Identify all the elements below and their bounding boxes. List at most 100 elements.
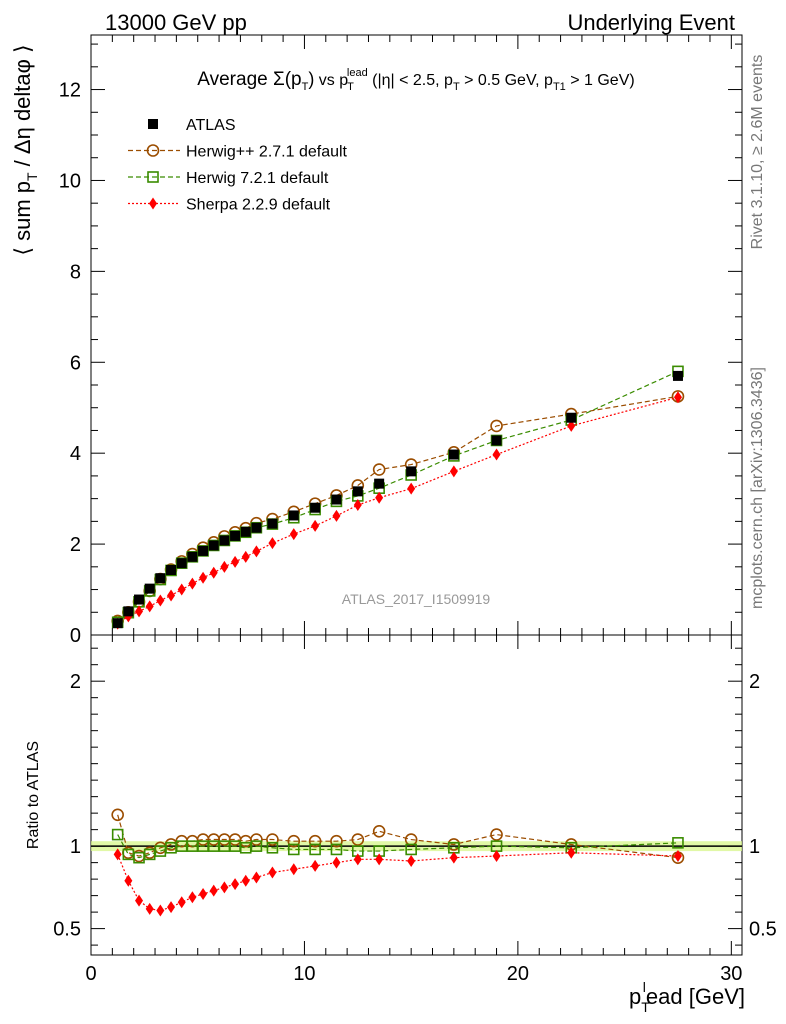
point-atlas [448, 449, 459, 460]
line-sherpa-2-2-9-default [117, 396, 679, 625]
ratio-point-herwig-7-2-1-default [111, 828, 124, 841]
legend: ATLAS Herwig++ 2.7.1 default Herwig 7.2.1 … [128, 117, 348, 214]
y-tick-label-main: 12 [59, 80, 81, 102]
point-atlas [406, 466, 417, 477]
y-tick-label-main: 10 [59, 170, 81, 192]
point-atlas [123, 606, 134, 617]
point-atlas [219, 535, 230, 546]
line-herwig-7-2-1-default [117, 370, 679, 623]
ratio-point-sherpa-2-2-9-default [113, 848, 122, 861]
point-sherpa-2-2-9-default [220, 560, 229, 573]
ratio-point-herwig-2-7-1-default [351, 833, 365, 846]
y-tick-label-main: 6 [70, 352, 81, 374]
ratio-point-sherpa-2-2-9-default [209, 884, 218, 897]
rivet-label: Rivet 3.1.10, ≥ 2.6M events [749, 55, 766, 250]
ratio-point-herwig-2-7-1-default [490, 828, 503, 841]
header-left: 13000 GeV pp [105, 10, 247, 35]
chart-title: Average Σ(pT) vs pTlead (|η| < 2.5, pT >… [197, 67, 634, 93]
y-tick-label-ratio-right: 1 [749, 836, 760, 858]
line-herwig-2-7-1-default [117, 395, 679, 622]
ratio-point-herwig-7-2-1-default [405, 843, 417, 856]
y-tick-label-ratio: 2 [70, 671, 81, 693]
header-right: Underlying Event [567, 10, 735, 35]
ratio-point-sherpa-2-2-9-default [673, 850, 682, 863]
point-sherpa-2-2-9-default [289, 528, 298, 541]
point-sherpa-2-2-9-default [145, 600, 154, 613]
ratio-point-sherpa-2-2-9-default [375, 853, 384, 866]
ratio-panel-frame [90, 634, 743, 956]
point-sherpa-2-2-9-default [567, 419, 576, 432]
ratio-point-herwig-7-2-1-default [330, 843, 343, 856]
legend-marker-atlas [148, 119, 158, 129]
ratio-line-herwig-7-2-1-default [117, 834, 678, 859]
x-tick-label: 20 [507, 963, 529, 985]
ratio-point-herwig-2-7-1-default [111, 808, 124, 822]
ratio-point-sherpa-2-2-9-default [567, 846, 576, 859]
point-sherpa-2-2-9-default [407, 482, 416, 495]
point-atlas [208, 540, 219, 551]
point-atlas [134, 594, 145, 605]
point-sherpa-2-2-9-default [156, 594, 165, 607]
ratio-point-sherpa-2-2-9-default [135, 894, 144, 907]
point-atlas [288, 510, 299, 521]
xlabel: pTlead [GeV] [629, 979, 745, 1015]
ratio-point-sherpa-2-2-9-default [241, 874, 250, 887]
ratio-point-sherpa-2-2-9-default [252, 871, 261, 884]
ratio-point-sherpa-2-2-9-default [220, 881, 229, 894]
y-tick-label-main: 0 [70, 625, 81, 647]
ratio-point-herwig-7-2-1-default [250, 840, 263, 852]
ratio-point-sherpa-2-2-9-default [231, 878, 240, 891]
y-tick-label-ratio-right: 2 [749, 671, 760, 693]
point-atlas [198, 545, 209, 556]
y-tick-label-main: 2 [70, 534, 81, 556]
point-sherpa-2-2-9-default [177, 583, 186, 596]
point-sherpa-2-2-9-default [353, 499, 362, 511]
legend-marker-herwig-2-7-1-default [146, 144, 160, 157]
ratio-point-sherpa-2-2-9-default [449, 851, 458, 864]
point-herwig-2-7-1-default [372, 463, 386, 476]
ratio-axes: 0 10 20 30 0.5 0.5 1 1 2 2 [53, 635, 777, 985]
point-atlas [566, 412, 577, 423]
point-atlas [187, 551, 198, 562]
ratio-series [111, 808, 685, 917]
y-tick-label-main: 8 [70, 261, 81, 283]
point-sherpa-2-2-9-default [332, 509, 341, 522]
point-atlas [230, 530, 241, 541]
x-tick-label: 0 [85, 963, 96, 985]
point-sherpa-2-2-9-default [199, 571, 208, 584]
ratio-point-herwig-7-2-1-default [287, 843, 300, 856]
point-sherpa-2-2-9-default [231, 555, 240, 568]
ratio-ylabel: Ratio to ATLAS [25, 741, 42, 849]
ratio-point-sherpa-2-2-9-default [492, 850, 501, 863]
ratio-point-herwig-2-7-1-default [308, 834, 322, 848]
ratio-point-sherpa-2-2-9-default [156, 904, 165, 917]
point-atlas [240, 526, 251, 537]
ratio-point-sherpa-2-2-9-default [167, 901, 176, 914]
ratio-point-herwig-2-7-1-default [287, 834, 301, 848]
legend-label-herwig-2-7-1-default: Herwig++ 2.7.1 default [186, 144, 348, 161]
ratio-point-sherpa-2-2-9-default [188, 891, 197, 904]
point-atlas [672, 370, 683, 381]
point-sherpa-2-2-9-default [375, 491, 384, 504]
ratio-point-herwig-7-2-1-default [266, 841, 279, 854]
y-tick-label-main: 4 [70, 443, 81, 465]
ratio-point-herwig-7-2-1-default [672, 837, 684, 849]
ratio-line-herwig-2-7-1-default [117, 814, 679, 859]
point-atlas [251, 522, 262, 533]
point-sherpa-2-2-9-default [241, 550, 250, 563]
point-atlas [267, 518, 278, 529]
main-series [111, 365, 685, 630]
ratio-point-sherpa-2-2-9-default [407, 854, 416, 867]
point-sherpa-2-2-9-default [673, 391, 682, 404]
ratio-point-sherpa-2-2-9-default [289, 863, 298, 876]
ratio-point-herwig-2-7-1-default [250, 833, 263, 846]
main-axes: 0 2 4 6 8 10 12 [59, 35, 742, 647]
point-atlas [166, 565, 177, 575]
legend-label-herwig-7-2-1-default: Herwig 7.2.1 default [186, 170, 329, 187]
point-atlas [331, 494, 342, 505]
legend-label-sherpa-2-2-9-default: Sherpa 2.2.9 default [186, 197, 331, 214]
legend-marker-sherpa-2-2-9-default [149, 197, 157, 210]
ratio-point-sherpa-2-2-9-default [268, 866, 277, 879]
ratio-point-herwig-2-7-1-default [266, 833, 279, 846]
mcplots-label: mcplots.cern.ch [arXiv:1306.3436] [749, 367, 766, 609]
